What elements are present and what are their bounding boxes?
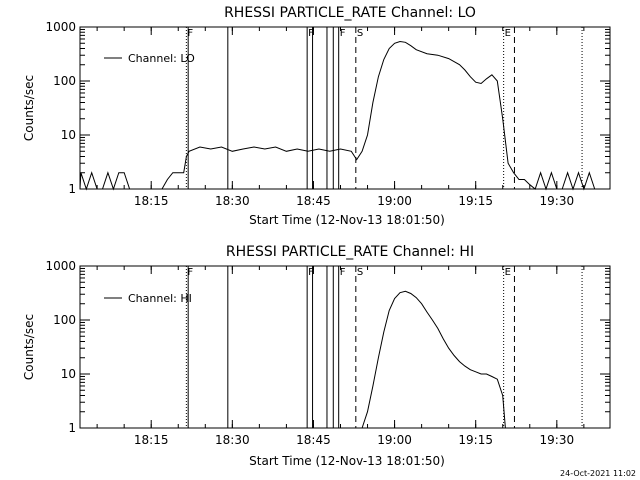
x-tick-label: 18:30 [215, 433, 250, 447]
x-axis-label: Start Time (12-Nov-13 18:01:50) [249, 213, 445, 227]
plot-frame [79, 265, 611, 429]
event-marker-label: F [340, 267, 346, 278]
x-axis-label: Start Time (12-Nov-13 18:01:50) [249, 454, 445, 468]
axis-ticks: 18:15 18:30 18:45 19:00 19:15 19:30 1 10 100 1000 [45, 259, 610, 447]
y-tick-label: 1000 [45, 20, 76, 34]
series-line-hi [361, 290, 506, 429]
legend: Channel: HI [104, 292, 192, 305]
event-marker-label: F [187, 28, 193, 39]
series-line-lo [79, 40, 601, 191]
axis-ticks: 18:15 18:30 18:45 19:00 19:15 19:30 1 10 100 1000 [45, 20, 610, 208]
timestamp-stamp: 24-Oct-2021 11:02 [560, 469, 636, 478]
plot-frame [79, 26, 611, 190]
legend-label: Channel: HI [128, 292, 192, 305]
x-tick-label: 18:45 [296, 433, 331, 447]
event-marker-label: F [340, 28, 346, 39]
event-marker-label: E [505, 28, 511, 39]
x-tick-label: 18:45 [296, 194, 331, 208]
x-tick-label: 19:15 [458, 433, 493, 447]
x-tick-label: 18:15 [134, 433, 169, 447]
x-tick-label: 19:00 [377, 194, 412, 208]
x-tick-label: 19:30 [540, 194, 575, 208]
y-tick-label: 1 [68, 182, 76, 196]
x-tick-label: 18:30 [215, 194, 250, 208]
y-axis-label: Counts/sec [22, 75, 36, 141]
x-tick-label: 19:15 [458, 194, 493, 208]
chart-title: RHESSI PARTICLE_RATE Channel: HI [226, 244, 474, 260]
y-tick-label: 10 [61, 128, 76, 142]
event-marker-label: E [505, 267, 511, 278]
y-tick-label: 100 [53, 313, 76, 327]
legend-label: Channel: LO [128, 52, 195, 65]
x-tick-label: 19:30 [540, 433, 575, 447]
event-marker-label: S [357, 28, 363, 39]
y-tick-label: 100 [53, 74, 76, 88]
legend: Channel: LO [104, 52, 195, 65]
x-tick-label: 18:15 [134, 194, 169, 208]
event-marker-label: F [308, 267, 314, 278]
event-marker-label: S [357, 267, 363, 278]
y-tick-label: 10 [61, 367, 76, 381]
y-axis-label: Counts/sec [22, 314, 36, 380]
chart-title: RHESSI PARTICLE_RATE Channel: LO [224, 5, 476, 21]
x-tick-label: 19:00 [377, 433, 412, 447]
y-tick-label: 1 [68, 421, 76, 435]
y-tick-label: 1000 [45, 259, 76, 273]
event-marker-label: F [308, 28, 314, 39]
event-marker-label: F [187, 267, 193, 278]
